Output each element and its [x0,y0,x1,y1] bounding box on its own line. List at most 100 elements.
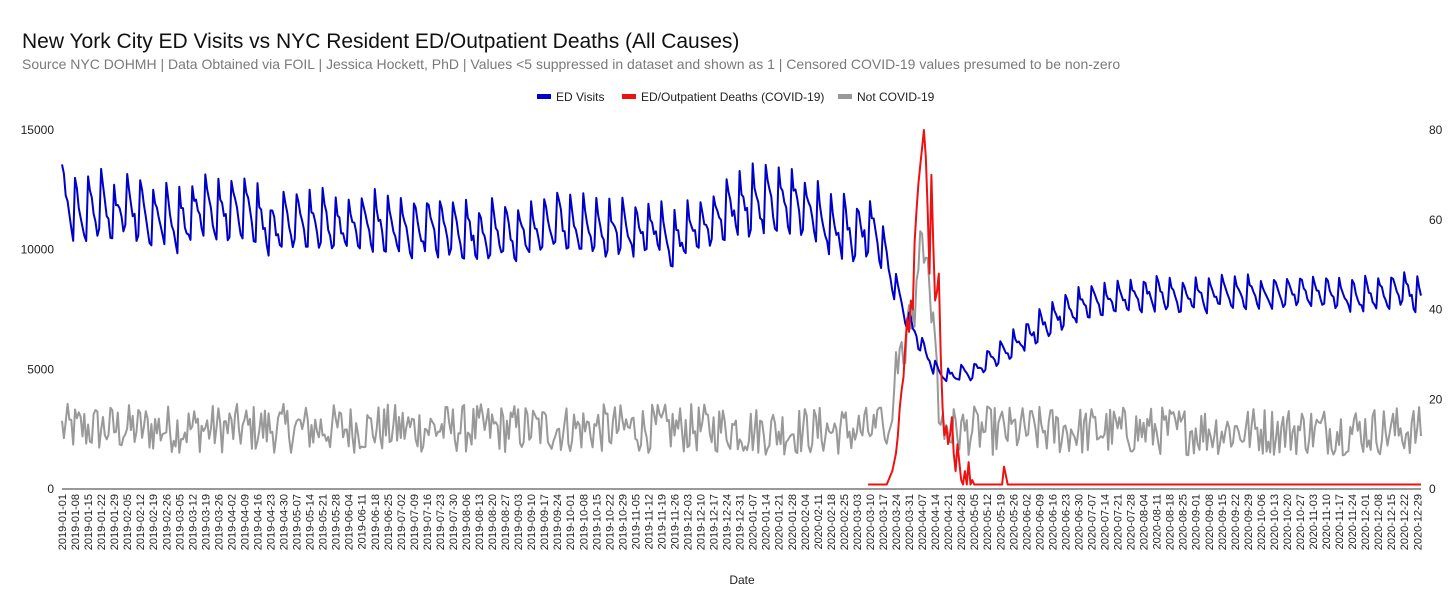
x-tick-label: 2020-11-10 [1321,494,1333,549]
x-tick-label: 2019-06-18 [370,494,382,550]
x-tick-label: 2019-11-26 [670,494,682,549]
x-tick-label: 2019-12-10 [696,494,708,550]
x-tick-label: 2019-05-28 [331,494,343,550]
x-tick-label: 2020-06-30 [1074,494,1086,550]
y-left-tick-label: 15000 [21,123,55,137]
x-tick-label: 2020-12-01 [1360,494,1372,550]
x-tick-label: 2019-04-02 [226,494,238,550]
x-tick-label: 2019-01-29 [109,494,121,550]
y-right-tick-label: 60 [1429,213,1443,227]
x-tick-label: 2020-02-11 [813,494,825,549]
x-tick-label: 2019-06-11 [357,494,369,549]
x-tick-label: 2019-07-16 [422,494,434,550]
x-tick-label: 2020-07-14 [1100,494,1112,550]
x-tick-label: 2020-09-22 [1230,494,1242,550]
x-tick-label: 2019-09-17 [539,494,551,550]
x-tick-label: 2020-12-29 [1412,494,1424,550]
x-tick-label: 2020-08-11 [1152,494,1164,549]
x-tick-label: 2019-02-19 [148,494,160,550]
legend-label-covid-deaths: ED/Outpatient Deaths (COVID-19) [641,90,824,104]
x-tick-label: 2019-06-25 [383,494,395,550]
x-tick-label: 2019-09-24 [552,494,564,550]
series-line-covid-deaths [868,129,1421,486]
x-tick-label: 2019-08-20 [487,494,499,550]
legend-swatch-covid-deaths [622,94,636,99]
x-tick-label: 2020-03-10 [865,494,877,550]
x-tick-label: 2020-10-13 [1269,494,1281,550]
x-tick-label: 2019-02-26 [161,494,173,550]
x-tick-label: 2019-10-29 [617,494,629,550]
x-tick-label: 2020-01-28 [787,494,799,550]
series-line-ed-visits [61,162,1422,383]
x-tick-label: 2019-07-30 [448,494,460,550]
x-tick-label: 2020-12-22 [1399,494,1411,550]
x-tick-label: 2020-04-07 [917,494,929,550]
x-tick-label: 2019-10-01 [565,494,577,550]
x-tick-label: 2020-04-21 [943,494,955,550]
series-line-not-covid [61,230,1422,457]
x-axis-ticks: 2019-01-01 2019-01-08 2019-01-15 2019-01-22… [57,494,1424,550]
x-tick-label: 2019-08-27 [500,494,512,550]
x-tick-label: 2020-06-16 [1047,494,1059,550]
x-tick-label: 2020-08-25 [1178,494,1190,550]
x-tick-label: 2020-10-27 [1295,494,1307,550]
x-tick-label: 2020-07-07 [1087,494,1099,550]
x-tick-label: 2020-03-24 [891,494,903,550]
x-tick-label: 2020-03-31 [904,494,916,550]
x-tick-label: 2019-12-03 [683,494,695,550]
x-tick-label: 2020-01-14 [761,494,773,550]
x-tick-label: 2020-02-04 [800,494,812,550]
x-tick-label: 2019-08-13 [474,494,486,550]
x-tick-label: 2019-01-15 [83,494,95,550]
x-tick-label: 2019-07-23 [435,494,447,550]
x-tick-label: 2020-10-06 [1256,494,1268,550]
x-tick-label: 2020-04-14 [930,494,942,550]
x-tick-label: 2019-08-06 [461,494,473,550]
x-tick-label: 2019-07-02 [396,494,408,550]
x-tick-label: 2020-12-08 [1373,494,1385,550]
x-tick-label: 2019-05-14 [305,494,317,550]
x-tick-label: 2019-03-19 [200,494,212,550]
y-left-tick-label: 0 [47,482,54,496]
y-right-tick-label: 20 [1429,392,1443,406]
x-tick-label: 2020-07-21 [1113,494,1125,550]
y-right-tick-label: 0 [1429,482,1436,496]
x-tick-label: 2019-05-07 [292,494,304,550]
x-tick-label: 2019-12-17 [709,494,721,550]
x-tick-label: 2019-03-05 [174,494,186,550]
x-tick-label: 2019-02-12 [135,494,147,550]
x-tick-label: 2019-05-21 [318,494,330,550]
y-left-tick-label: 10000 [21,243,55,257]
y-axis-ticks: 0 5000 10000 15000 0 20 40 60 80 [21,123,1443,496]
y-left-tick-label: 5000 [27,362,54,376]
x-tick-label: 2019-06-04 [344,494,356,550]
y-right-tick-label: 40 [1429,303,1443,317]
x-tick-label: 2020-09-01 [1191,494,1203,550]
x-axis-label: Date [729,573,755,587]
x-tick-label: 2020-11-24 [1347,494,1359,549]
x-tick-label: 2020-06-02 [1021,494,1033,550]
x-tick-label: 2019-11-12 [643,494,655,549]
legend-swatch-not-covid [838,94,852,99]
x-tick-label: 2019-11-19 [656,494,668,549]
x-tick-label: 2020-05-12 [982,494,994,550]
x-tick-label: 2019-04-16 [253,494,265,550]
x-tick-label: 2020-06-23 [1060,494,1072,550]
x-tick-label: 2019-10-15 [591,494,603,550]
x-tick-label: 2020-09-29 [1243,494,1255,550]
x-tick-label: 2020-03-03 [852,494,864,550]
x-tick-label: 2019-09-10 [526,494,538,550]
legend-label-not-covid: Not COVID-19 [857,90,935,104]
x-tick-label: 2020-09-15 [1217,494,1229,550]
x-tick-label: 2020-11-03 [1308,494,1320,549]
x-tick-label: 2020-12-15 [1386,494,1398,550]
x-tick-label: 2020-02-18 [826,494,838,550]
x-tick-label: 2020-06-09 [1034,494,1046,550]
y-right-tick-label: 80 [1429,123,1443,137]
x-tick-label: 2019-03-12 [187,494,199,550]
x-tick-label: 2019-01-01 [57,494,69,550]
x-tick-label: 2020-01-07 [748,494,760,550]
x-tick-label: 2019-11-05 [630,494,642,549]
x-tick-label: 2020-10-20 [1282,494,1294,550]
